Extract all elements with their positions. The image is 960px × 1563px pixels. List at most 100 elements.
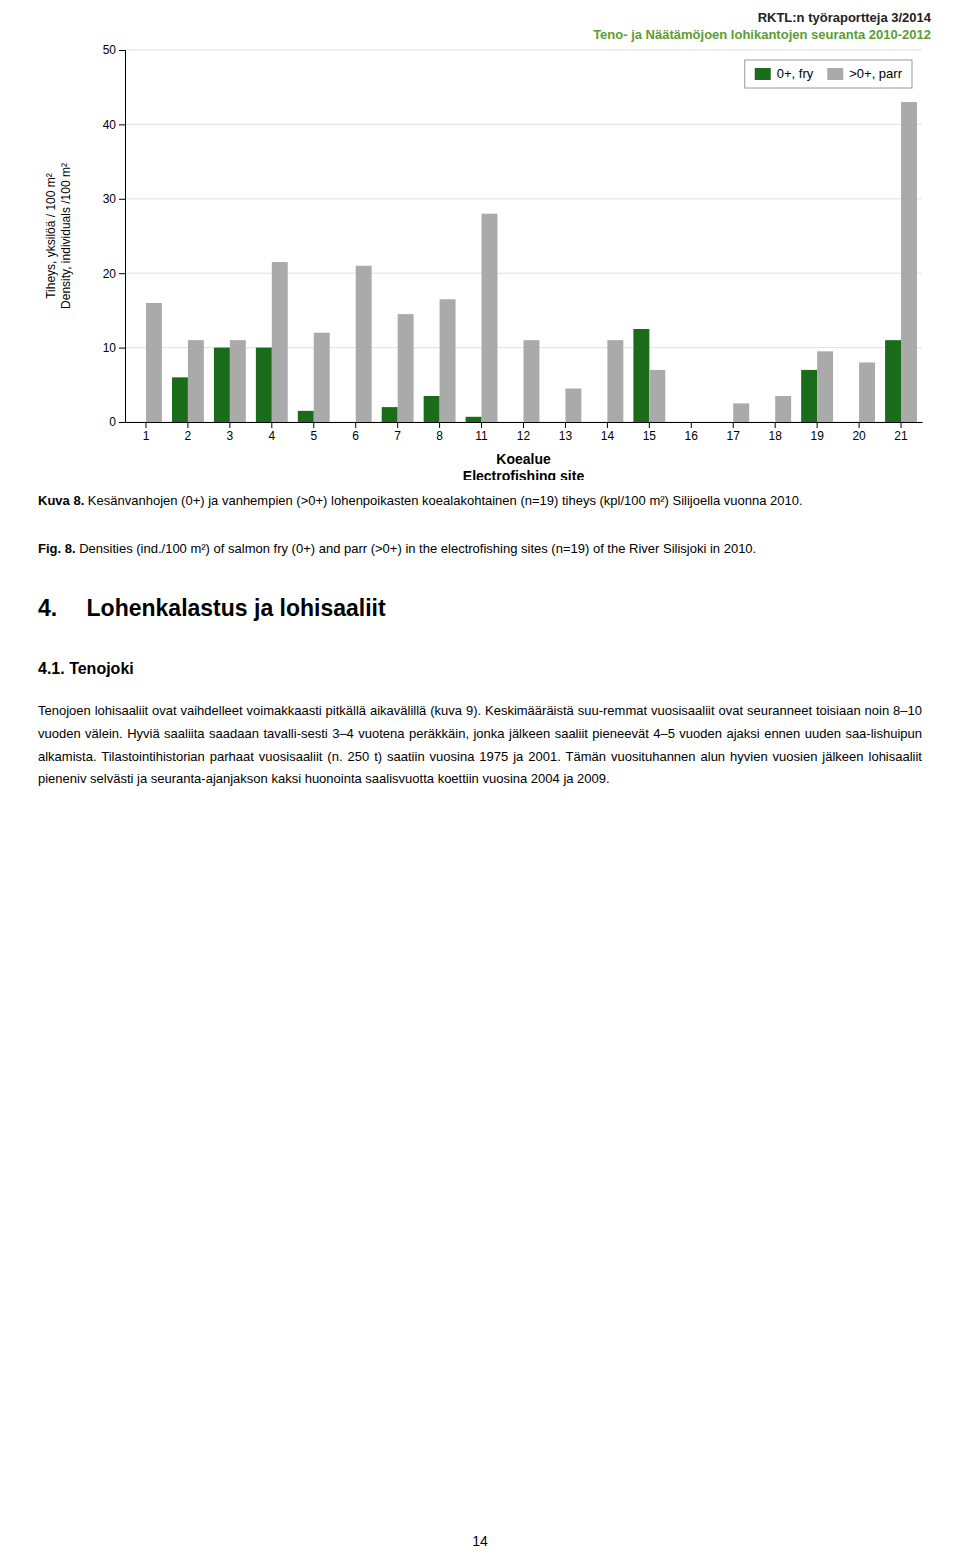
y-tick-label: 50	[103, 43, 117, 57]
x-tick-mark	[313, 422, 314, 428]
y-tick-label: 0	[109, 415, 116, 429]
grid-line	[125, 50, 922, 51]
x-tick-label: 20	[852, 429, 866, 443]
y-tick-label: 20	[103, 267, 117, 281]
x-tick-label: 18	[769, 429, 783, 443]
x-tick-label: 1	[143, 429, 150, 443]
bar	[759, 422, 775, 423]
x-tick: 2	[185, 422, 192, 443]
x-axis-label: Electrofishing site	[463, 468, 585, 480]
y-tick: 30	[103, 192, 125, 206]
bar	[508, 422, 524, 423]
bar	[440, 299, 456, 422]
x-tick: 15	[643, 422, 657, 443]
y-tick: 0	[109, 415, 125, 429]
caption-label: Fig. 8.	[38, 541, 76, 556]
grid-line	[125, 273, 922, 274]
section-title: 4. Lohenkalastus ja lohisaaliit	[38, 595, 386, 622]
bar	[466, 417, 482, 422]
legend-box	[745, 60, 912, 88]
y-axis: 0 10 20 30 40 50	[103, 43, 126, 429]
x-tick: 6	[352, 422, 359, 443]
bar	[272, 262, 288, 422]
x-tick-mark	[481, 422, 482, 428]
legend-swatch	[755, 68, 771, 80]
grid	[125, 50, 922, 422]
bar-series	[146, 102, 917, 422]
y-axis-line	[119, 51, 126, 423]
bar	[675, 422, 691, 423]
subsection-title: 4.1. Tenojoki	[38, 660, 134, 678]
x-tick-mark	[523, 422, 524, 428]
bar	[733, 403, 749, 422]
caption-label: Kuva 8.	[38, 493, 84, 508]
bar	[775, 396, 791, 422]
bar	[188, 340, 204, 422]
x-tick-label: 4	[268, 429, 275, 443]
x-tick-label: 21	[894, 429, 908, 443]
y-axis-label: Tiheys, yksilöä / 100 m²Density, individ…	[44, 163, 73, 309]
x-tick: 17	[727, 422, 741, 443]
page-number: 14	[0, 1533, 960, 1549]
grid-line	[125, 124, 922, 125]
x-tick: 8	[436, 422, 443, 443]
x-tick: 16	[685, 422, 699, 443]
x-tick-mark	[565, 422, 566, 428]
page: RKTL:n työraportteja 3/2014Teno- ja Näät…	[0, 0, 960, 1563]
x-tick: 21	[894, 422, 908, 443]
caption: Kuva 8. Kesänvanhojen (0+) ja vanhempien…	[38, 492, 922, 511]
bar	[801, 370, 817, 422]
y-tick-mark	[119, 199, 125, 200]
bar	[607, 340, 623, 422]
x-tick: 12	[517, 422, 531, 443]
bar	[591, 422, 607, 423]
y-tick-label: 10	[103, 341, 117, 355]
x-tick-mark	[397, 422, 398, 428]
bar	[214, 348, 230, 422]
x-tick-label: 19	[810, 429, 824, 443]
bar	[550, 422, 566, 423]
y-tick: 40	[103, 118, 125, 132]
bar	[340, 422, 356, 423]
x-tick: 5	[310, 422, 317, 443]
x-tick: 20	[852, 422, 866, 443]
x-tick-mark	[271, 422, 272, 428]
bar	[524, 340, 540, 422]
x-tick: 4	[268, 422, 275, 443]
bar	[130, 422, 146, 423]
x-tick-label: 11	[475, 429, 488, 443]
x-tick-mark	[355, 422, 356, 428]
x-tick: 7	[394, 422, 401, 443]
plot-area: 1234567811121314151617181920210102030405…	[44, 43, 923, 442]
x-tick-mark	[901, 422, 902, 428]
bar	[398, 314, 414, 422]
bar	[633, 329, 649, 422]
x-tick-label: 15	[643, 429, 657, 443]
x-axis-label: Koealue	[496, 451, 551, 467]
x-tick-label: 2	[185, 429, 192, 443]
x-tick-mark	[607, 422, 608, 428]
y-axis-label-line: Density, individuals /100 m²	[59, 163, 73, 309]
y-tick: 10	[103, 341, 125, 355]
x-tick: 18	[769, 422, 783, 443]
x-tick-label: 12	[517, 429, 531, 443]
x-tick-mark	[229, 422, 230, 428]
bar	[817, 351, 833, 422]
x-tick-label: 14	[601, 429, 615, 443]
x-tick-label: 8	[436, 429, 443, 443]
x-tick: 3	[227, 422, 234, 443]
x-tick: 13	[559, 422, 573, 443]
bar	[298, 411, 314, 422]
x-tick-label: 16	[685, 429, 699, 443]
y-tick-mark	[119, 124, 125, 125]
legend-label: >0+, parr	[849, 66, 902, 81]
y-axis-label-line: Tiheys, yksilöä / 100 m²	[44, 173, 58, 299]
y-tick-mark	[119, 50, 125, 51]
header-line: RKTL:n työraportteja 3/2014	[758, 10, 931, 25]
bar	[146, 303, 162, 422]
legend-label: 0+, fry	[777, 66, 814, 81]
x-tick-label: 3	[227, 429, 234, 443]
x-tick: 19	[810, 422, 824, 443]
x-tick-label: 13	[559, 429, 573, 443]
caption: Fig. 8. Densities (ind./100 m²) of salmo…	[38, 540, 922, 559]
